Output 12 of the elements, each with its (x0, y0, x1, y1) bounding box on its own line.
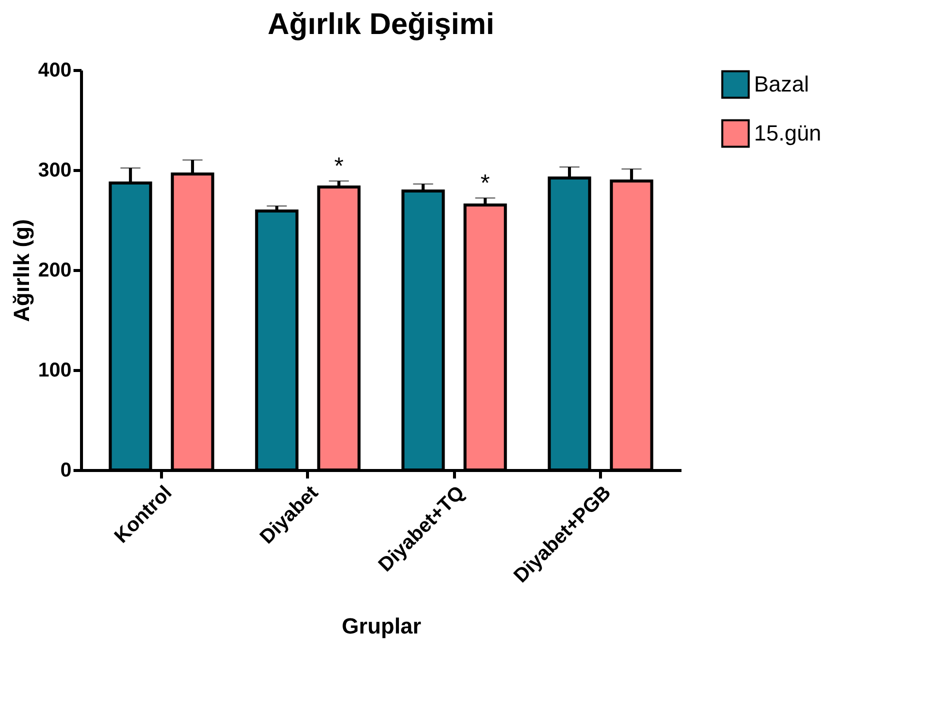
legend-label: 15.gün (754, 120, 822, 146)
y-tick-label: 100 (38, 360, 72, 382)
y-axis-title: Ağırlık (g) (9, 219, 34, 322)
x-axis-title: Gruplar (342, 614, 422, 639)
y-tick-label: 200 (38, 260, 72, 282)
data-label: * (480, 170, 490, 197)
y-tick-label: 400 (38, 60, 72, 82)
legend-label: Bazal (754, 72, 810, 96)
data-label: * (334, 153, 344, 180)
y-tick-label: 300 (38, 160, 72, 182)
chart-title: Ağırlık Değişimi (268, 8, 494, 41)
y-tick-label: 0 (60, 460, 72, 482)
